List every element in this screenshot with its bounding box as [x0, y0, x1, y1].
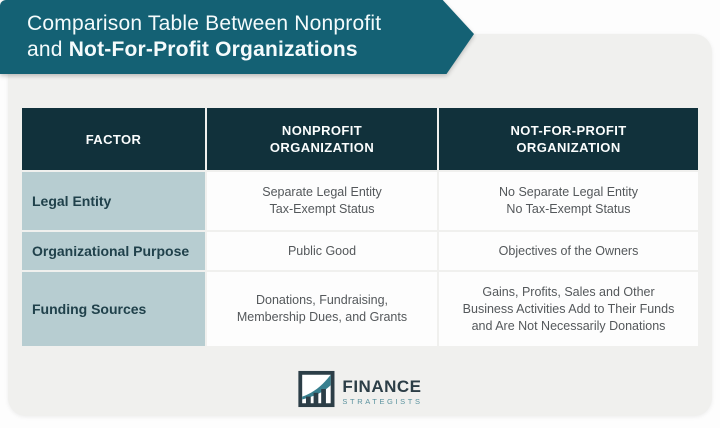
title-line-2-prefix: and	[27, 38, 69, 61]
row-funding-sources-nonprofit: Donations, Fundraising, Membership Dues,…	[207, 272, 437, 346]
finance-strategists-logo-text: FINANCE STRATEGISTS	[342, 378, 422, 406]
logo-tagline: STRATEGISTS	[342, 396, 423, 406]
logo-name: FINANCE	[342, 376, 422, 396]
column-header-not-for-profit: NOT-FOR-PROFIT ORGANIZATION	[439, 108, 698, 170]
title-line-2-bold: Not-For-Profit Organizations	[68, 38, 358, 61]
row-organizational-purpose-nonprofit: Public Good	[207, 232, 437, 270]
row-legal-entity-factor: Legal Entity	[22, 172, 205, 230]
row-funding-sources-factor: Funding Sources	[22, 272, 205, 346]
title-banner: Comparison Table Between Nonprofit and N…	[0, 0, 474, 74]
row-organizational-purpose-factor: Organizational Purpose	[22, 232, 205, 270]
title-line-1: Comparison Table Between Nonprofit	[27, 12, 382, 35]
column-header-nonprofit: NONPROFIT ORGANIZATION	[207, 108, 437, 170]
row-legal-entity-nonprofit: Separate Legal Entity Tax-Exempt Status	[207, 172, 437, 230]
row-funding-sources-not-for-profit: Gains, Profits, Sales and Other Business…	[439, 272, 698, 346]
row-organizational-purpose-not-for-profit: Objectives of the Owners	[439, 232, 698, 270]
title-banner-wrap: Comparison Table Between Nonprofit and N…	[0, 0, 474, 74]
row-legal-entity-not-for-profit: No Separate Legal Entity No Tax-Exempt S…	[439, 172, 698, 230]
finance-strategists-logo: FINANCE STRATEGISTS	[297, 370, 422, 413]
title-line-2: and Not-For-Profit Organizations	[27, 37, 474, 63]
column-header-factor: FACTOR	[22, 108, 205, 170]
finance-strategists-logo-icon	[297, 370, 335, 413]
comparison-table: FACTOR NONPROFIT ORGANIZATION NOT-FOR-PR…	[22, 108, 698, 346]
